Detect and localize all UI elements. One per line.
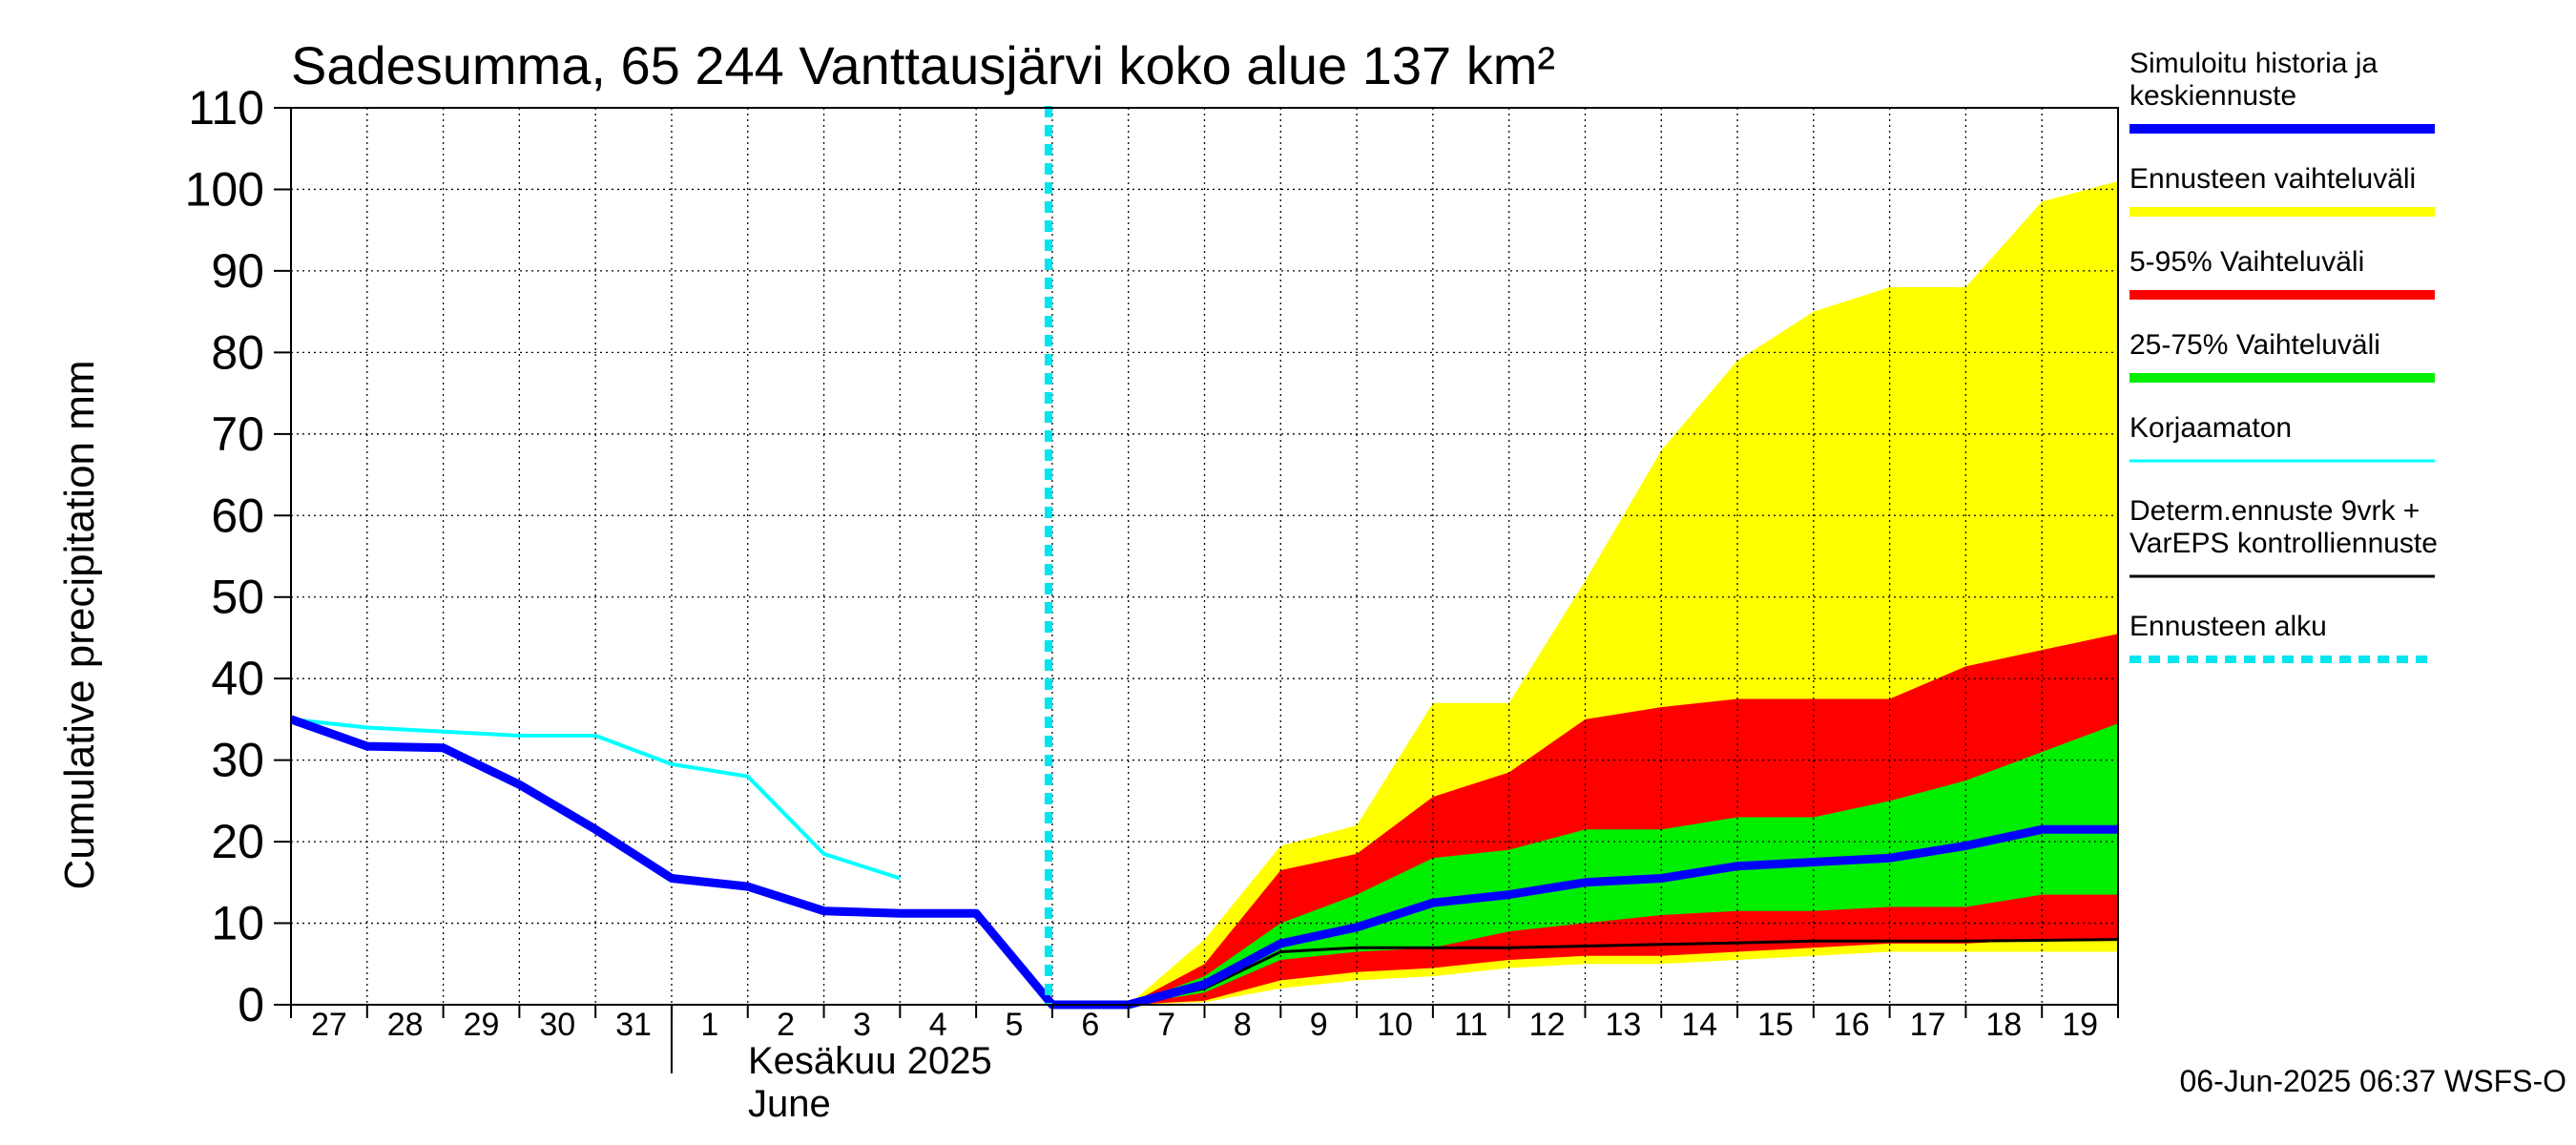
x-tick-label: 31 — [615, 1007, 652, 1043]
x-tick-label: 13 — [1605, 1007, 1641, 1043]
x-tick-label: 5 — [1006, 1007, 1024, 1043]
x-tick-label: 6 — [1081, 1007, 1099, 1043]
legend-label: Determ.ennuste 9vrk + — [2129, 495, 2420, 527]
legend-label: Simuloitu historia ja — [2129, 48, 2378, 79]
y-tick-label: 20 — [211, 815, 264, 868]
x-tick-label: 1 — [700, 1007, 718, 1043]
y-tick-label: 40 — [211, 652, 264, 705]
series-line-uncorrected — [290, 717, 901, 881]
legend-label: Ennusteen alku — [2129, 611, 2327, 642]
legend-label: VarEPS kontrolliennuste — [2129, 528, 2438, 559]
x-tick-label: 14 — [1681, 1007, 1717, 1043]
chart-title: Sadesumma, 65 244 Vanttausjärvi koko alu… — [291, 35, 1555, 95]
y-tick-label: 0 — [238, 978, 264, 1031]
x-tick-label: 28 — [387, 1007, 424, 1043]
x-tick-label: 17 — [1910, 1007, 1946, 1043]
legend-label: Ennusteen vaihteluväli — [2129, 163, 2416, 195]
x-tick-label: 27 — [311, 1007, 347, 1043]
y-tick-label: 80 — [211, 325, 264, 379]
timestamp-footer: 06-Jun-2025 06:37 WSFS-O — [2179, 1064, 2566, 1098]
series-line-simulated — [289, 715, 2118, 1010]
x-tick-label: 16 — [1834, 1007, 1870, 1043]
y-tick-label: 60 — [211, 489, 264, 542]
x-tick-label: 18 — [1985, 1007, 2022, 1043]
legend-label: 25-75% Vaihteluväli — [2129, 329, 2380, 361]
x-tick-label: 8 — [1234, 1007, 1252, 1043]
x-tick-label: 15 — [1757, 1007, 1794, 1043]
y-tick-label: 30 — [211, 734, 264, 787]
series-line-deterministic — [1051, 938, 2119, 1007]
x-tick-label: 30 — [539, 1007, 575, 1043]
x-tick-label: 12 — [1529, 1007, 1566, 1043]
y-tick-label: 110 — [188, 81, 264, 135]
x-tick-label: 10 — [1377, 1007, 1413, 1043]
x-tick-label: 29 — [464, 1007, 500, 1043]
month-label: Kesäkuu 2025 — [748, 1040, 992, 1082]
y-tick-label: 100 — [185, 162, 264, 216]
y-tick-label: 90 — [211, 244, 264, 298]
y-tick-label: 50 — [211, 571, 264, 624]
x-tick-label: 2 — [777, 1007, 795, 1043]
x-tick-label: 9 — [1310, 1007, 1328, 1043]
x-tick-label: 3 — [853, 1007, 871, 1043]
x-tick-label: 19 — [2062, 1007, 2098, 1043]
x-tick-label: 7 — [1157, 1007, 1175, 1043]
y-tick-label: 10 — [211, 897, 264, 950]
y-tick-label: 70 — [211, 407, 264, 461]
x-tick-label: 4 — [929, 1007, 947, 1043]
y-axis-label: Cumulative precipitation mm — [56, 360, 103, 889]
legend-label: Korjaamaton — [2129, 412, 2292, 444]
x-tick-label: 11 — [1454, 1007, 1487, 1043]
legend-label: keskiennuste — [2129, 80, 2296, 112]
month-label: June — [748, 1083, 831, 1125]
legend-label: 5-95% Vaihteluväli — [2129, 246, 2364, 278]
